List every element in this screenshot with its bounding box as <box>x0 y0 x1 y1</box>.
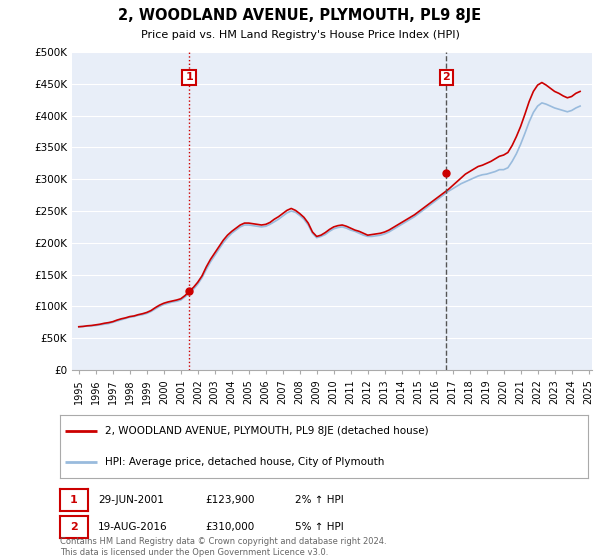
Text: 2% ↑ HPI: 2% ↑ HPI <box>295 495 344 505</box>
Text: 2, WOODLAND AVENUE, PLYMOUTH, PL9 8JE: 2, WOODLAND AVENUE, PLYMOUTH, PL9 8JE <box>118 8 482 23</box>
Text: 2, WOODLAND AVENUE, PLYMOUTH, PL9 8JE (detached house): 2, WOODLAND AVENUE, PLYMOUTH, PL9 8JE (d… <box>105 426 428 436</box>
Text: 2: 2 <box>70 522 78 532</box>
Text: £310,000: £310,000 <box>205 522 254 532</box>
Text: 5% ↑ HPI: 5% ↑ HPI <box>295 522 344 532</box>
Text: £123,900: £123,900 <box>205 495 254 505</box>
Text: 19-AUG-2016: 19-AUG-2016 <box>98 522 167 532</box>
Text: Price paid vs. HM Land Registry's House Price Index (HPI): Price paid vs. HM Land Registry's House … <box>140 30 460 40</box>
Text: 2: 2 <box>442 72 450 82</box>
Text: 1: 1 <box>70 495 78 505</box>
Text: 29-JUN-2001: 29-JUN-2001 <box>98 495 164 505</box>
Text: Contains HM Land Registry data © Crown copyright and database right 2024.: Contains HM Land Registry data © Crown c… <box>60 537 386 546</box>
Text: HPI: Average price, detached house, City of Plymouth: HPI: Average price, detached house, City… <box>105 458 384 467</box>
Text: This data is licensed under the Open Government Licence v3.0.: This data is licensed under the Open Gov… <box>60 548 328 557</box>
Text: 1: 1 <box>185 72 193 82</box>
